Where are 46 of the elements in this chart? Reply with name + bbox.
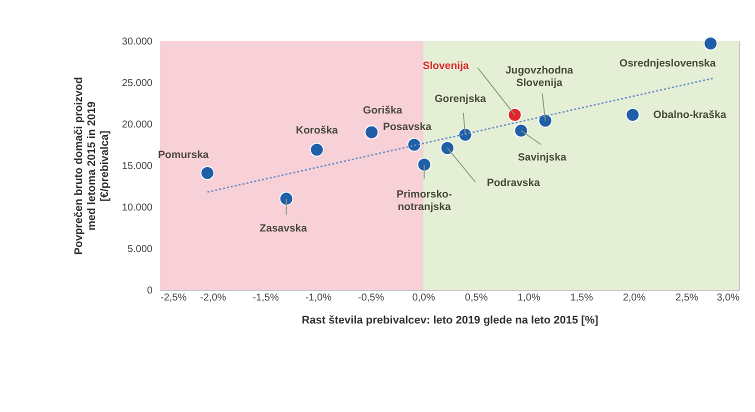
x-tick-label: 0,0% — [412, 292, 436, 304]
point — [279, 192, 294, 206]
x-tick-label: -2,5% — [160, 292, 187, 304]
x-tick-label: 2,5% — [675, 292, 698, 304]
y-tick-label: 5.000 — [127, 244, 153, 255]
annotation: Obalno-kraška — [653, 108, 726, 121]
y-tick-label: 25.000 — [122, 78, 153, 89]
annotation: Podravska — [486, 177, 540, 190]
annotation: Primorsko- notranjska — [396, 188, 452, 214]
point — [310, 142, 324, 157]
x-tick-label: 3,0% — [716, 292, 740, 304]
annotation: Pomurska — [158, 148, 209, 161]
annotation: Goriška — [363, 104, 402, 116]
annotation: Osrednjeslovenska — [619, 57, 716, 70]
point — [417, 158, 432, 172]
x-tick-label: 0,5% — [464, 292, 488, 304]
x-tick-label: -0,5% — [358, 292, 384, 304]
point — [626, 108, 640, 122]
point — [508, 108, 522, 122]
x-tick-label: 1,0% — [518, 292, 540, 304]
point — [538, 114, 552, 128]
point — [200, 166, 214, 180]
y-tick-label: 20.000 — [122, 120, 153, 130]
point — [514, 124, 528, 138]
x-axis-title: Rast števila prebivalcev: leto 2019 glede na leto 2015 [%] — [302, 314, 599, 326]
annotation: Posavska — [383, 120, 432, 133]
annotation: Koroška — [296, 124, 338, 137]
x-tick-label: -1,5% — [252, 292, 279, 304]
y-tick-label: 10.000 — [122, 202, 153, 214]
point — [407, 138, 422, 152]
point — [364, 125, 379, 140]
annotation: Zasavska — [260, 222, 308, 235]
y-tick-label: 15.000 — [122, 161, 153, 172]
point — [440, 141, 454, 156]
annotation: Jugovzhodna Slovenija — [505, 64, 574, 90]
y-tick-label: 0 — [146, 286, 153, 296]
x-tick-label: 2,0% — [622, 292, 646, 304]
annotation: Gorenjska — [434, 92, 486, 105]
point — [704, 36, 718, 50]
annotation: Savinjska — [518, 152, 566, 164]
y-tick-label: 30.000 — [122, 36, 153, 48]
x-tick-label: 1,5% — [570, 292, 594, 304]
x-tick-label: -2,0% — [200, 292, 226, 304]
y-axis-title: Povprečen bruto domači proizvod med letoma 2015 in 2019 [€/prebivalca] — [72, 77, 111, 255]
annotation: Slovenija — [422, 60, 469, 72]
x-tick-label: -1,0% — [305, 292, 332, 304]
